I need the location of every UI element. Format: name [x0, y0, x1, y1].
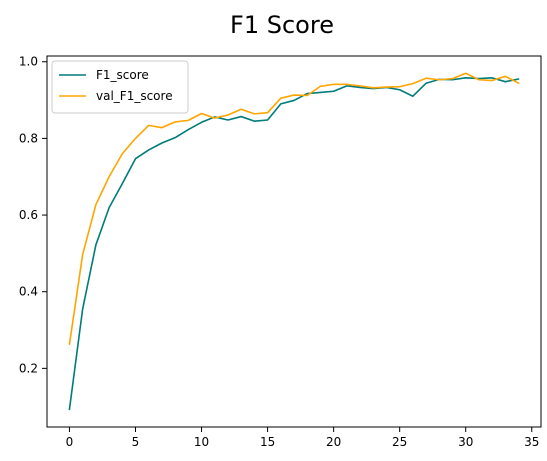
data-point — [517, 82, 519, 84]
data-point — [425, 82, 427, 84]
series-layer — [68, 72, 520, 411]
data-point — [491, 77, 493, 79]
data-point — [253, 120, 255, 122]
data-point — [412, 95, 414, 97]
y-tick-label: 0.6 — [19, 208, 38, 222]
data-point — [240, 108, 242, 110]
data-point — [398, 85, 400, 87]
data-point — [161, 142, 163, 144]
data-point — [187, 128, 189, 130]
data-point — [504, 75, 506, 77]
data-point — [280, 103, 282, 105]
data-point — [398, 89, 400, 91]
data-point — [253, 113, 255, 115]
data-point — [200, 112, 202, 114]
x-tick-label: 25 — [392, 435, 407, 449]
data-point — [121, 182, 123, 184]
x-tick-label: 20 — [326, 435, 341, 449]
series-line-val_F1_score — [68, 72, 520, 346]
data-point — [148, 149, 150, 151]
data-point — [359, 85, 361, 87]
data-point — [121, 153, 123, 155]
x-tick-label: 15 — [260, 435, 275, 449]
y-tick-label: 1.0 — [19, 55, 38, 69]
data-point — [491, 79, 493, 81]
data-point — [346, 83, 348, 85]
data-point — [478, 79, 480, 81]
data-point — [68, 408, 70, 410]
data-point — [319, 91, 321, 93]
legend-label: val_F1_score — [96, 89, 173, 103]
data-point — [280, 97, 282, 99]
x-tick-label: 10 — [194, 435, 209, 449]
data-point — [95, 204, 97, 206]
legend-label: F1_score — [96, 68, 149, 82]
data-point — [227, 119, 229, 121]
data-point — [134, 137, 136, 139]
data-point — [227, 114, 229, 116]
data-point — [306, 94, 308, 96]
data-point — [68, 343, 70, 345]
data-point — [266, 119, 268, 121]
y-tick-label: 0.4 — [19, 285, 38, 299]
data-point — [81, 308, 83, 310]
data-point — [174, 136, 176, 138]
data-point — [266, 112, 268, 114]
data-point — [293, 94, 295, 96]
data-point — [214, 117, 216, 119]
series-line-F1_score — [68, 77, 520, 411]
axes-layer: 0 5 10 15 20 25 30 35 0.2 0.4 0.6 0.8 1.0 — [19, 55, 539, 449]
data-point — [81, 253, 83, 255]
data-point — [174, 121, 176, 123]
data-point — [332, 83, 334, 85]
data-point — [438, 79, 440, 81]
y-tick-label: 0.8 — [19, 131, 38, 145]
data-point — [134, 158, 136, 160]
x-tick-label: 0 — [66, 435, 74, 449]
data-point — [319, 85, 321, 87]
data-point — [465, 77, 467, 79]
data-point — [200, 121, 202, 123]
data-point — [332, 90, 334, 92]
x-tick-label: 35 — [524, 435, 539, 449]
data-point — [425, 77, 427, 79]
data-point — [240, 115, 242, 117]
data-point — [293, 99, 295, 101]
data-point — [187, 119, 189, 121]
data-point — [372, 87, 374, 89]
data-point — [451, 77, 453, 79]
x-tick-label: 30 — [458, 435, 473, 449]
plot-frame — [46, 55, 542, 428]
data-point — [148, 124, 150, 126]
data-point — [412, 82, 414, 84]
chart-title: F1 Score — [230, 11, 334, 39]
data-point — [108, 176, 110, 178]
data-point — [161, 126, 163, 128]
data-point — [504, 80, 506, 82]
legend-box — [51, 60, 189, 114]
data-point — [95, 244, 97, 246]
data-point — [385, 86, 387, 88]
y-tick-label: 0.2 — [19, 361, 38, 375]
data-point — [517, 78, 519, 80]
data-point — [465, 72, 467, 74]
legend: F1_score val_F1_score — [51, 60, 189, 114]
data-point — [108, 207, 110, 209]
x-tick-label: 5 — [132, 435, 140, 449]
